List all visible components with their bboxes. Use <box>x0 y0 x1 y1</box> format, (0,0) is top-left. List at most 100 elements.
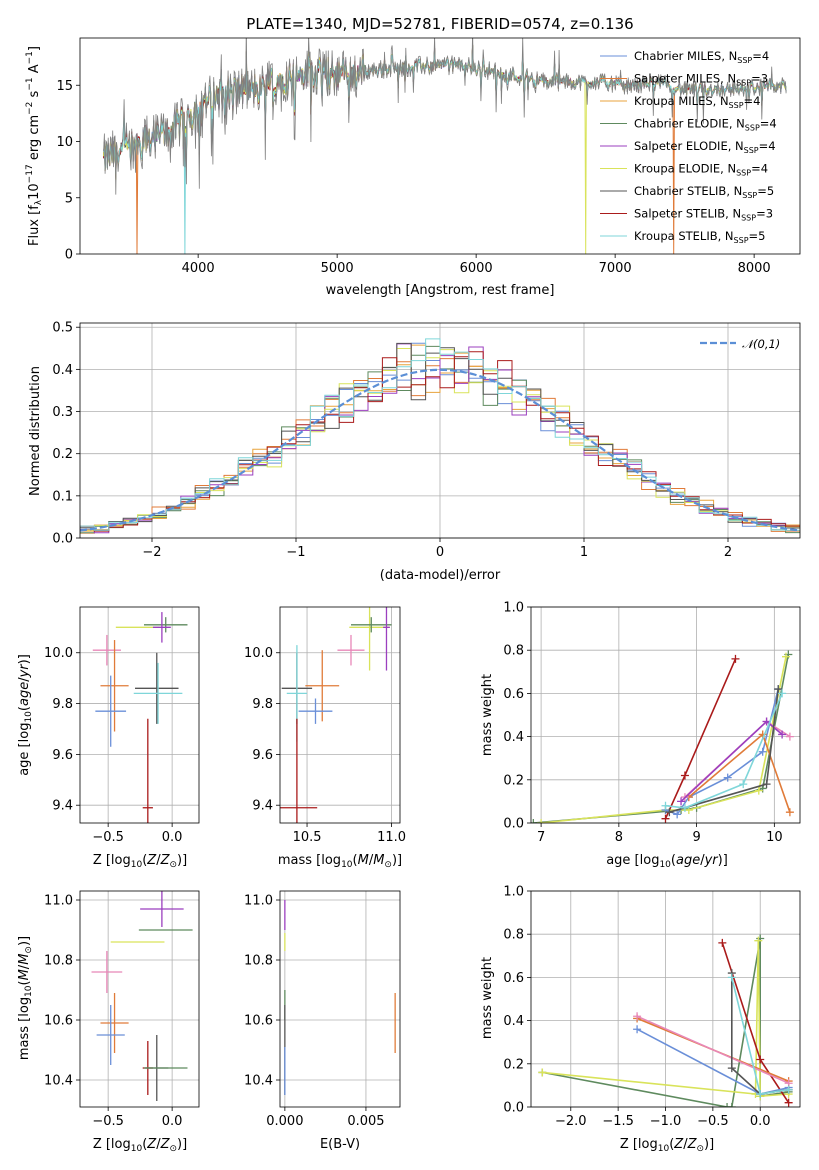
mE-xlabel: E(B-V) <box>320 1137 360 1152</box>
legend-label: Salpeter ELODIE, NSSP=4 <box>634 139 776 155</box>
plot-area <box>91 891 193 1101</box>
x-tick-label: −0.5 <box>697 1114 729 1129</box>
weight-Z-ylabel: mass weight <box>480 957 495 1039</box>
legend-label: Chabrier STELIB, NSSP=5 <box>634 184 774 200</box>
observed-spectrum-line <box>103 38 787 195</box>
legend-label: Kroupa MILES, NSSP=4 <box>634 94 760 110</box>
weight-marker <box>784 1085 793 1094</box>
plot-area <box>284 900 396 1095</box>
legend-label: Kroupa STELIB, NSSP=5 <box>634 229 765 245</box>
age-ylabel: age [log10(age/yr)] <box>17 654 34 776</box>
y-tick-label: 0.2 <box>52 447 73 462</box>
axes-frame <box>530 606 801 824</box>
x-tick-label: 10 <box>766 830 783 845</box>
y-tick-label: 1.0 <box>503 601 524 616</box>
weight-marker <box>661 814 670 823</box>
x-tick-label: 0.0 <box>162 1114 183 1129</box>
x-tick-label: 0 <box>436 545 444 560</box>
x-tick-label: −1.5 <box>602 1114 634 1129</box>
y-tick-label: 10 <box>56 135 73 150</box>
weight-marker <box>718 938 727 947</box>
y-tick-label: 11.0 <box>244 894 273 909</box>
weight-line-chabrier-elodie <box>533 654 790 823</box>
y-tick-label: 10.8 <box>44 954 73 969</box>
weight-marker <box>782 652 791 661</box>
weight-marker <box>727 1103 736 1107</box>
spectrum-legend: Chabrier MILES, NSSP=4 Salpeter MILES, NS… <box>600 49 777 245</box>
y-tick-label: 9.4 <box>52 799 73 814</box>
weight-marker <box>758 747 767 756</box>
weight-marker <box>754 936 763 945</box>
axes-frame <box>79 322 801 539</box>
y-tick-label: 0.0 <box>503 1101 524 1116</box>
y-tick-label: 10.4 <box>244 1074 273 1089</box>
axes-frame <box>279 890 401 1108</box>
age-vs-metallicity-panel: −0.5 0.0 9.4 9.6 9.8 10.0 <box>44 606 200 845</box>
plot-area <box>103 38 787 254</box>
legend-label: Salpeter STELIB, NSSP=3 <box>634 207 773 223</box>
weight-marker <box>633 1012 642 1021</box>
plot-area <box>280 607 392 823</box>
axes-frame <box>79 606 200 824</box>
weight-marker <box>661 801 670 810</box>
weight-marker <box>739 780 748 789</box>
y-tick-label: 0.0 <box>52 532 73 547</box>
weight-marker <box>762 780 771 789</box>
weight-marker <box>665 808 674 817</box>
x-tick-label: 10.5 <box>293 830 322 845</box>
y-tick-label: 15 <box>56 79 73 94</box>
weight-marker <box>727 973 736 982</box>
y-tick-label: 0.1 <box>52 489 73 504</box>
plot-area <box>92 612 188 823</box>
axes-frame <box>530 890 801 1108</box>
y-tick-label: 9.4 <box>252 799 273 814</box>
mZ-xlabel: Z [log10(Z/Z⊙)] <box>93 1137 187 1154</box>
plot-area <box>538 934 793 1107</box>
weight-marker <box>731 654 740 663</box>
x-tick-label: −2.0 <box>555 1114 587 1129</box>
x-tick-label: 4000 <box>182 261 215 276</box>
residuals-panel: −2 −1 0 1 2 0.0 0.1 0.2 0.3 0.4 0.5 𝒩(0,1) <box>52 321 801 560</box>
y-tick-label: 0.8 <box>503 644 524 659</box>
weight-marker <box>754 786 763 795</box>
weight-marker <box>785 732 794 741</box>
y-tick-label: 10.6 <box>44 1014 73 1029</box>
y-tick-label: 9.8 <box>252 697 273 712</box>
mass-vs-metallicity-panel: −0.5 0.0 10.4 10.6 10.8 11.0 <box>44 890 200 1129</box>
y-tick-label: 5 <box>65 191 73 206</box>
weight-marker <box>723 1103 732 1107</box>
x-tick-label: 0.005 <box>347 1114 384 1129</box>
y-tick-label: 10.8 <box>244 954 273 969</box>
age-vs-mass-panel: 10.5 11.0 9.4 9.6 9.8 10.0 <box>244 606 406 845</box>
x-tick-label: 0.0 <box>750 1114 771 1129</box>
y-tick-label: 0.3 <box>52 405 73 420</box>
weight-line-pink <box>636 1015 789 1084</box>
residuals-ylabel: Normed distribution <box>28 366 43 496</box>
figure-title: PLATE=1340, MJD=52781, FIBERID=0574, z=0… <box>246 15 633 33</box>
x-tick-label: −2 <box>142 545 161 560</box>
legend-label: Salpeter MILES, NSSP=3 <box>634 72 768 88</box>
legend-label: Chabrier MILES, NSSP=4 <box>634 49 769 65</box>
histogram-step-salpeter-stelib <box>80 351 800 532</box>
y-tick-label: 10.4 <box>44 1074 73 1089</box>
x-tick-label: 7000 <box>599 261 632 276</box>
weight-age-ylabel: mass weight <box>480 674 495 756</box>
y-tick-label: 0.4 <box>503 730 524 745</box>
y-tick-label: 0.2 <box>503 773 524 788</box>
x-tick-label: −0.5 <box>92 1114 124 1129</box>
spectrum-ylabel: Flux [fλ10−17 erg cm−2 s−1 A−1] <box>25 46 44 246</box>
weight-marker <box>537 819 546 823</box>
x-tick-label: 11.0 <box>377 830 406 845</box>
spectrum-xlabel: wavelength [Angstrom, rest frame] <box>326 283 555 298</box>
weight-marker <box>723 773 732 782</box>
y-tick-label: 10.0 <box>44 646 73 661</box>
y-tick-label: 0.4 <box>503 1014 524 1029</box>
y-tick-label: 10.6 <box>244 1014 273 1029</box>
weight-marker <box>785 808 794 817</box>
axes-frame <box>279 606 401 824</box>
weight-line-kroupa-elodie <box>541 656 787 823</box>
x-tick-label: 6000 <box>460 261 493 276</box>
legend-label: Kroupa ELODIE, NSSP=4 <box>634 162 768 178</box>
weight-marker <box>673 810 682 819</box>
